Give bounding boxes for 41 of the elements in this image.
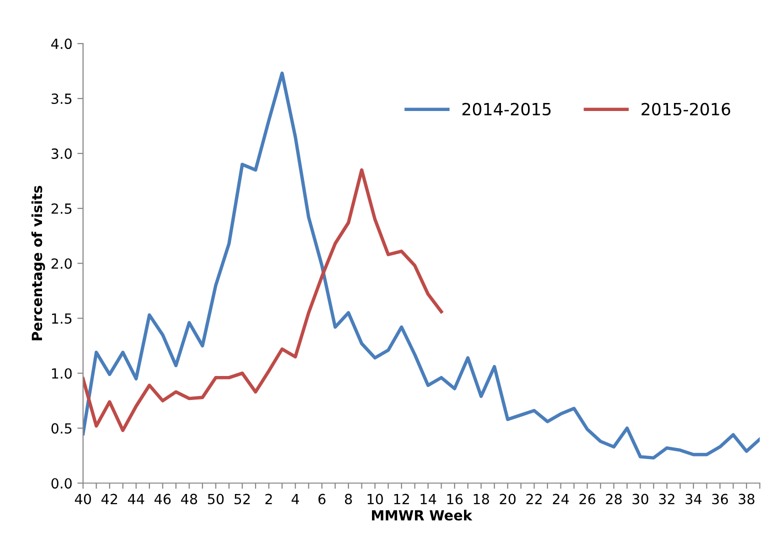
- y-tick-label: 1.0: [52, 368, 72, 379]
- legend-label: 2014-2015: [462, 102, 551, 116]
- x-tick-label: 52: [234, 494, 250, 504]
- legend-label: 2015-2016: [642, 102, 730, 116]
- y-axis-title: Percentage of visits: [31, 186, 45, 340]
- x-tick-label: 16: [447, 494, 463, 504]
- x-tick-label: 12: [394, 494, 409, 504]
- x-tick-label: 4: [292, 494, 299, 504]
- x-tick-label: 6: [318, 494, 326, 504]
- x-tick-label: 22: [526, 494, 542, 504]
- y-tick-label: 3.5: [52, 93, 72, 104]
- x-tick-label: 46: [154, 494, 171, 504]
- x-tick-label: 18: [474, 494, 490, 504]
- x-tick-label: 44: [128, 494, 144, 504]
- x-tick-label: 10: [368, 494, 383, 504]
- y-tick-label: 1.5: [52, 313, 72, 324]
- y-tick-label: 3.0: [52, 148, 72, 159]
- y-tick-label: 4.0: [51, 38, 72, 50]
- y-tick-label: 0.0: [51, 478, 72, 489]
- x-tick-label: 38: [738, 494, 754, 504]
- x-tick-label: 42: [101, 494, 118, 504]
- x-tick-label: 30: [632, 494, 648, 504]
- x-tick-label: 32: [659, 494, 674, 504]
- x-tick-label: 48: [181, 494, 198, 504]
- x-tick-label: 36: [712, 494, 728, 504]
- x-tick-label: 34: [686, 494, 702, 504]
- line-series: [83, 168, 443, 432]
- x-tick-label: 24: [552, 494, 569, 504]
- x-tick-label: 2: [265, 494, 272, 504]
- y-tick-label: 2.5: [52, 203, 72, 214]
- x-tick-label: 50: [208, 494, 224, 504]
- x-axis-title: MMWR Week: [372, 510, 472, 521]
- line-series: [83, 72, 760, 460]
- x-tick-label: 40: [74, 494, 91, 504]
- x-tick-label: 20: [500, 494, 516, 504]
- x-tick-label: 14: [420, 494, 436, 504]
- x-tick-label: 26: [579, 494, 596, 504]
- y-tick-label: 0.5: [51, 423, 72, 434]
- x-tick-label: 28: [606, 494, 622, 504]
- x-tick-label: 8: [344, 494, 352, 504]
- y-tick-label: 2.0: [52, 258, 72, 269]
